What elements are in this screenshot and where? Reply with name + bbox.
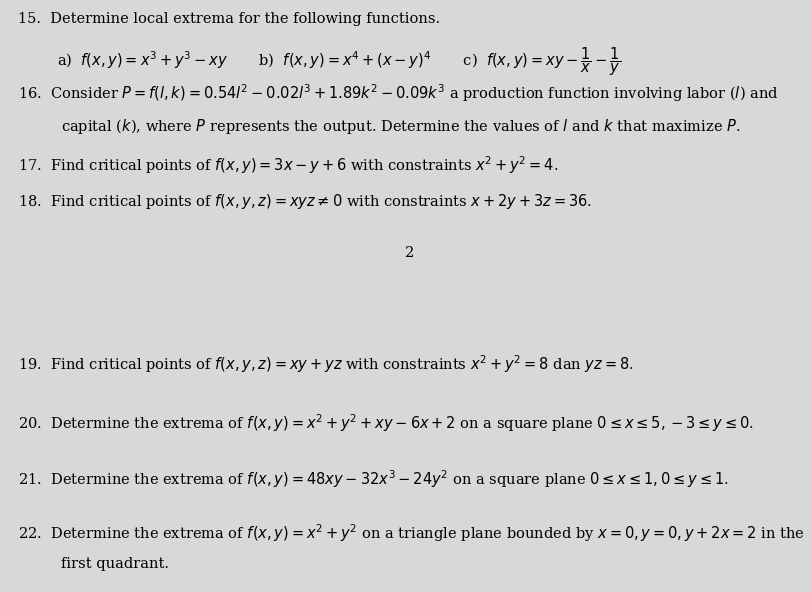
Text: 21.  Determine the extrema of $f(x,y)=48xy-32x^3-24y^2$ on a square plane $0\leq: 21. Determine the extrema of $f(x,y)=48x…: [18, 468, 728, 490]
Text: 20.  Determine the extrema of $f(x,y)=x^2+y^2+xy-6x+2$ on a square plane $0\leq : 20. Determine the extrema of $f(x,y)=x^2…: [18, 412, 754, 434]
Text: 2: 2: [406, 246, 414, 260]
Text: 16.  Consider $P=f(l,k)=0.54l^2-0.02l^3+1.89k^2-0.09k^3$ a production function i: 16. Consider $P=f(l,k)=0.54l^2-0.02l^3+1…: [18, 82, 779, 104]
Text: 17.  Find critical points of $f(x,y)=3x-y+6$ with constraints $x^2+y^2=4$.: 17. Find critical points of $f(x,y)=3x-y…: [18, 154, 558, 176]
Text: 22.  Determine the extrema of $f(x,y)=x^2+y^2$ on a triangle plane bounded by $x: 22. Determine the extrema of $f(x,y)=x^2…: [18, 523, 805, 544]
Text: 15.  Determine local extrema for the following functions.: 15. Determine local extrema for the foll…: [18, 12, 440, 25]
Text: 18.  Find critical points of $f(x,y,z)=xyz\neq 0$ with constraints $x+2y+3z=36$.: 18. Find critical points of $f(x,y,z)=xy…: [18, 192, 592, 211]
Text: a)  $f(x,y)=x^3+y^3-xy$       b)  $f(x,y)=x^4+(x-y)^4$       c)  $f(x,y)=xy-\dfr: a) $f(x,y)=x^3+y^3-xy$ b) $f(x,y)=x^4+(x…: [57, 46, 620, 78]
Text: first quadrant.: first quadrant.: [61, 556, 169, 571]
Text: capital ($k$), where $P$ represents the output. Determine the values of $l$ and : capital ($k$), where $P$ represents the …: [61, 117, 740, 136]
Text: 19.  Find critical points of $f(x,y,z)=xy+yz$ with constraints $x^2+y^2=8$ dan $: 19. Find critical points of $f(x,y,z)=xy…: [18, 353, 633, 375]
